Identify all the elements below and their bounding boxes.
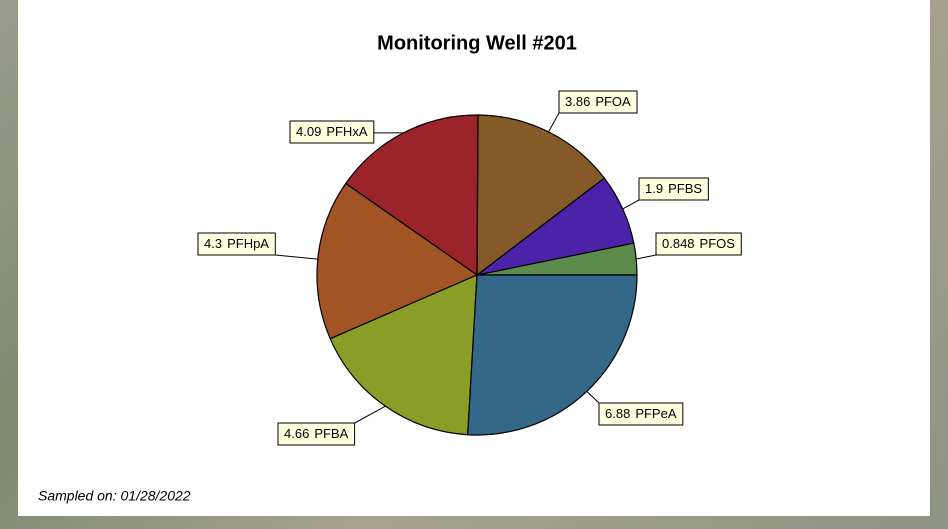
label-text: 4.09 PFHxA (296, 124, 368, 139)
slice-label: 4.09 PFHxA (289, 120, 375, 144)
label-category: PFOA (595, 94, 631, 109)
slice-label: 6.88 PFPeA (598, 402, 684, 426)
label-value: 6.88 (605, 406, 630, 421)
label-text: 0.848 PFOS (662, 236, 735, 251)
leader-line (636, 254, 657, 260)
label-box (655, 232, 742, 256)
label-category: PFHxA (326, 124, 368, 139)
label-box (638, 177, 709, 201)
label-text: 1.9 PFBS (645, 181, 702, 196)
leader-line (548, 112, 560, 133)
label-category: PFOS (700, 236, 736, 251)
pie-slice (316, 182, 479, 340)
chart-title: Monitoring Well #201 (377, 32, 577, 54)
slice-label: 3.86 PFOA (558, 90, 638, 114)
label-text: 3.86 PFOA (565, 94, 631, 109)
label-category: PFHpA (227, 236, 269, 251)
label-value: 3.86 (565, 94, 590, 109)
label-category: PFBA (314, 426, 348, 441)
pie (316, 114, 638, 436)
slice-label: 1.9 PFBS (638, 177, 709, 201)
label-value: 1.9 (645, 181, 663, 196)
pie-slice (329, 274, 478, 436)
label-category: PFPeA (635, 406, 677, 421)
leader-line (354, 405, 386, 424)
label-value: 4.3 (204, 236, 222, 251)
pie-slice (467, 274, 638, 436)
label-text: 4.3 PFHpA (204, 236, 269, 251)
slice-label: 4.66 PFBA (277, 422, 356, 446)
label-box (598, 402, 684, 426)
pie-slice (344, 114, 479, 277)
leader-line (586, 391, 600, 404)
label-box (277, 422, 356, 446)
label-text: 4.66 PFBA (284, 426, 349, 441)
label-category: PFBS (668, 181, 702, 196)
label-value: 0.848 (662, 236, 695, 251)
leader-line (622, 199, 640, 210)
label-box (558, 90, 638, 114)
label-text: 6.88 PFPeA (605, 406, 677, 421)
slice-label: 4.3 PFHpA (197, 232, 276, 256)
slice-label: 0.848 PFOS (655, 232, 742, 256)
label-value: 4.09 (296, 124, 321, 139)
label-box (197, 232, 276, 256)
label-box (289, 120, 375, 144)
leader-line (275, 254, 318, 260)
label-value: 4.66 (284, 426, 309, 441)
labels: 0.848 PFOS 1.9 PFBS 3.86 PFOA 4.09 PFHxA 4.3 PFHp… (197, 90, 742, 446)
footnote: Sampled on: 01/28/2022 (38, 488, 191, 504)
